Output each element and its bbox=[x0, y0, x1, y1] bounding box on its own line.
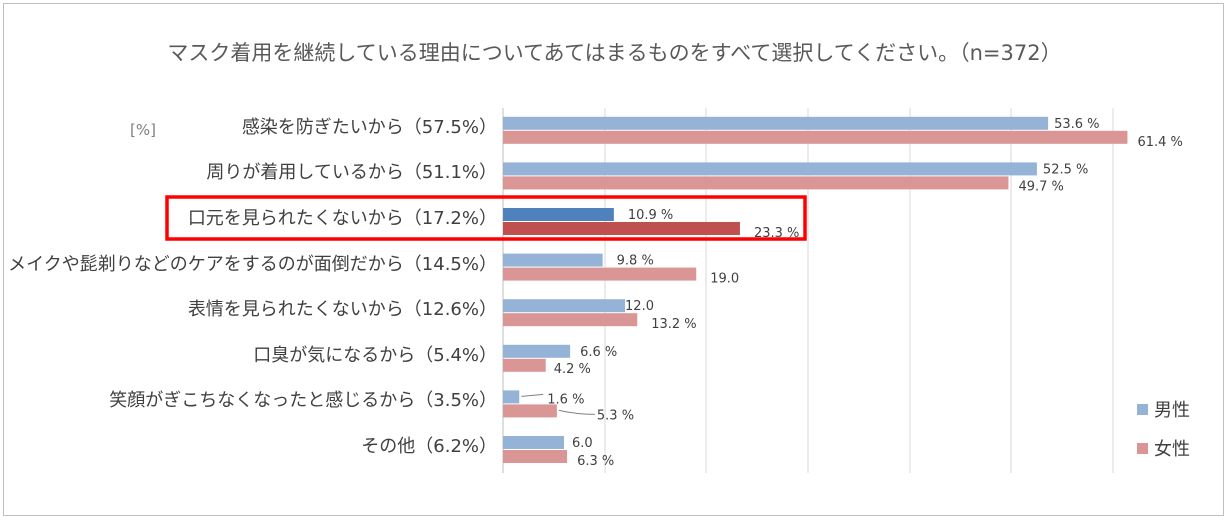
data-label-male: 10.9 % bbox=[628, 208, 673, 223]
category-label: 感染を防ぎたいから（57.5%） bbox=[241, 116, 497, 138]
bar-female bbox=[503, 358, 546, 372]
bar-male bbox=[503, 344, 571, 358]
legend-item-female: 女性 bbox=[1137, 435, 1190, 461]
bar-female bbox=[503, 267, 697, 281]
bar-female bbox=[503, 176, 1009, 190]
leader-line bbox=[558, 409, 595, 415]
bar-male bbox=[503, 208, 614, 221]
bar-male bbox=[503, 253, 603, 267]
leader-line bbox=[521, 393, 544, 397]
data-label-male: 53.6 % bbox=[1054, 117, 1099, 132]
legend-label-female: 女性 bbox=[1154, 439, 1190, 460]
bar-male bbox=[503, 436, 565, 449]
data-label-female: 61.4 % bbox=[1137, 135, 1182, 150]
data-label-female: 6.3 % bbox=[577, 454, 614, 469]
data-label-male: 9.8 % bbox=[617, 254, 654, 269]
legend-item-male: 男性 bbox=[1137, 396, 1190, 422]
category-label: 口元を見られたくないから（17.2%） bbox=[187, 208, 497, 229]
data-label-female: 49.7 % bbox=[1018, 179, 1063, 194]
data-label-male: 1.6 % bbox=[547, 392, 584, 407]
data-label-male: 12.0 bbox=[625, 299, 654, 314]
data-label-male: 6.6 % bbox=[580, 345, 617, 360]
bar-female bbox=[503, 130, 1128, 144]
category-label: メイクや髭剃りなどのケアをするのが面倒だから（14.5%） bbox=[8, 253, 497, 275]
chart-title: マスク着用を継続している理由についてあてはまるものをすべて選択してください。（n… bbox=[167, 41, 1062, 65]
category-label: 口臭が気になるから（5.4%） bbox=[253, 344, 497, 366]
bar-female bbox=[503, 313, 638, 327]
category-label: 周りが着用しているから（51.1%） bbox=[206, 162, 497, 184]
chart-frame bbox=[3, 3, 1224, 516]
bar-male bbox=[503, 299, 626, 313]
legend-label-male: 男性 bbox=[1154, 400, 1190, 421]
category-label: 表情を見られたくないから（12.6%） bbox=[187, 299, 497, 321]
data-label-male: 52.5 % bbox=[1043, 162, 1088, 177]
unit-label: [%] bbox=[130, 121, 156, 139]
bar-female bbox=[503, 404, 557, 418]
data-label-female: 4.2 % bbox=[554, 362, 591, 377]
data-label-male: 6.0 bbox=[572, 436, 593, 451]
bar-male bbox=[503, 390, 520, 404]
legend-swatch-male bbox=[1137, 403, 1148, 415]
category-label: 笑顔がぎこちなくなったと感じるから（3.5%） bbox=[109, 390, 497, 412]
bar-female bbox=[503, 222, 740, 235]
data-label-female: 19.0 bbox=[710, 272, 739, 287]
bar-male bbox=[503, 116, 1049, 130]
data-label-female: 5.3 % bbox=[597, 408, 634, 423]
category-label: その他（6.2%） bbox=[361, 436, 497, 457]
highlight-box bbox=[165, 195, 807, 241]
data-label-female: 13.2 % bbox=[651, 317, 696, 332]
legend-swatch-female bbox=[1137, 442, 1148, 454]
bar-female bbox=[503, 450, 568, 463]
bar-male bbox=[503, 162, 1037, 176]
